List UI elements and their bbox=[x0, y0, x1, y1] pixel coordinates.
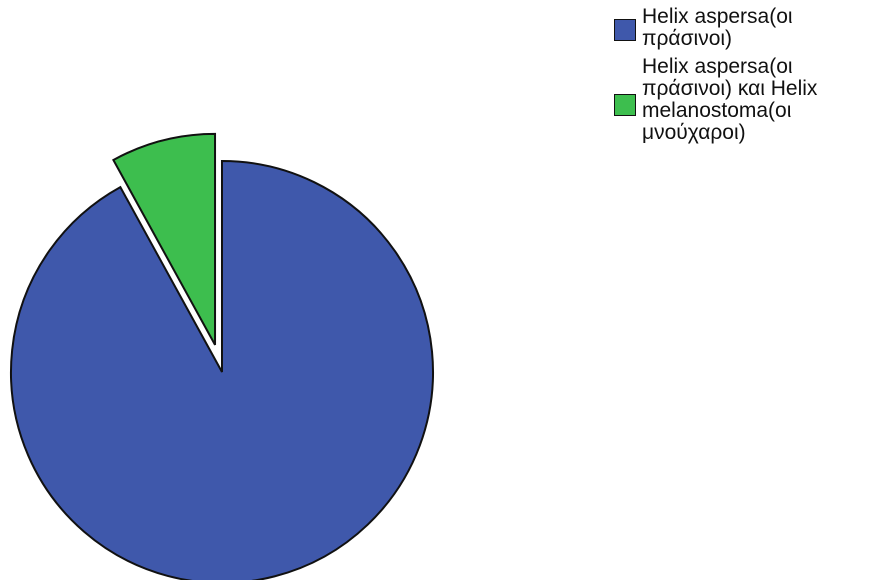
legend-label-aspersa-melanostoma: Helix aspersa(οι πράσινοι) και Helix mel… bbox=[642, 55, 818, 144]
pie-slice-aspersa bbox=[10, 159, 434, 580]
legend-label-aspersa: Helix aspersa(οι πράσινοι) bbox=[642, 5, 793, 50]
pie-slice-aspersa-melanostoma bbox=[112, 132, 217, 346]
legend-entry-aspersa: Helix aspersa(οι πράσινοι) bbox=[614, 6, 870, 50]
legend-entry-aspersa-melanostoma: Helix aspersa(οι πράσινοι) και Helix mel… bbox=[614, 56, 870, 144]
legend-swatch-aspersa bbox=[614, 19, 636, 41]
legend-swatch-aspersa-melanostoma bbox=[614, 94, 636, 116]
chart-legend: Helix aspersa(οι πράσινοι) Helix aspersa… bbox=[614, 6, 870, 150]
